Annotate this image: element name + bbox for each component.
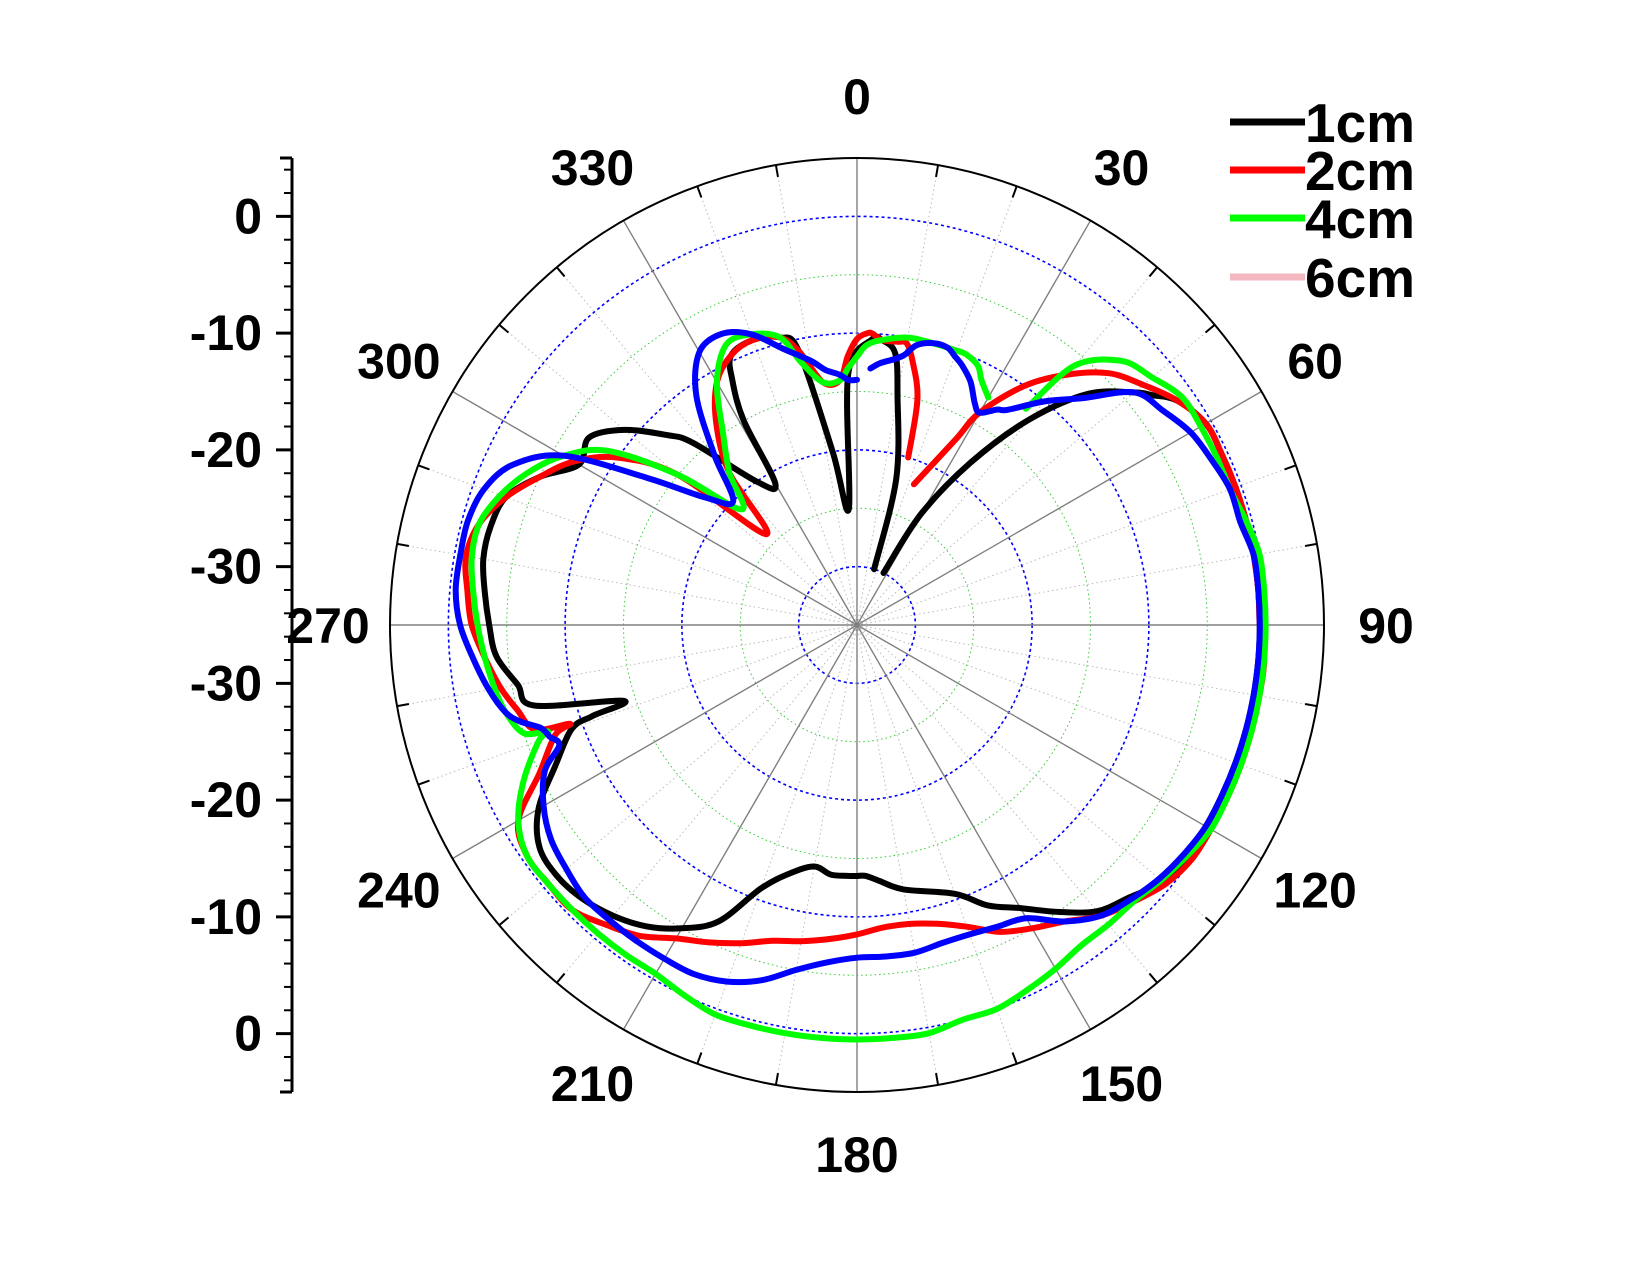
- angular-tick: [1204, 324, 1216, 334]
- radial-axis: 0 -10 -20 -30 -30 -20 -10 0: [190, 156, 294, 1094]
- minor-spoke: [397, 624, 858, 707]
- angle-tick-label: 300: [357, 334, 440, 390]
- legend-label: 1cm: [1305, 92, 1415, 154]
- major-spoke: [856, 390, 1262, 626]
- angular-tick: [1284, 779, 1297, 786]
- radial-tick-label: -30: [190, 539, 262, 595]
- angular-tick: [1148, 266, 1158, 278]
- angular-tick: [1204, 916, 1216, 926]
- radial-tick-label: -10: [190, 889, 262, 945]
- angle-tick-label: 90: [1358, 598, 1414, 654]
- angular-tick: [556, 266, 566, 278]
- minor-spoke: [856, 464, 1297, 626]
- angular-tick: [1284, 464, 1297, 471]
- polar-grid: [389, 157, 1325, 1093]
- minor-spoke: [775, 165, 858, 626]
- angular-tick: [498, 916, 510, 926]
- minor-spoke: [498, 624, 858, 926]
- minor-spoke: [498, 324, 858, 626]
- minor-spoke: [856, 624, 1297, 786]
- radial-tick-label: -10: [190, 305, 262, 361]
- angular-tick: [556, 972, 566, 984]
- angular-tick: [696, 185, 703, 198]
- minor-spoke: [856, 165, 939, 626]
- minor-spoke: [856, 266, 1158, 626]
- angular-tick: [417, 464, 430, 471]
- angle-tick-label: 0: [843, 69, 871, 125]
- angle-tick-label: 240: [357, 863, 440, 919]
- minor-spoke: [556, 266, 858, 626]
- series-line-4cm: [468, 330, 1269, 1043]
- major-spoke: [452, 390, 858, 626]
- minor-spoke: [696, 185, 858, 626]
- angular-tick: [1304, 703, 1318, 708]
- minor-spoke: [417, 624, 858, 786]
- minor-spoke: [856, 543, 1317, 626]
- radial-tick-label: -20: [190, 422, 262, 478]
- minor-spoke: [775, 624, 858, 1085]
- series-line-6cm: [452, 329, 1263, 986]
- angle-tick-label: 150: [1080, 1056, 1163, 1112]
- minor-spoke: [417, 464, 858, 626]
- angular-tick: [1011, 1052, 1018, 1065]
- angular-tick: [1304, 542, 1318, 547]
- radial-tick-label: 0: [234, 1006, 262, 1062]
- series-lines: [452, 329, 1269, 1043]
- radial-tick-label: -30: [190, 655, 262, 711]
- minor-spoke: [856, 624, 1216, 926]
- minor-spoke: [397, 543, 858, 626]
- major-spoke: [856, 624, 1262, 860]
- minor-spoke: [556, 624, 858, 984]
- angular-tick: [396, 542, 410, 547]
- angular-tick: [498, 324, 510, 334]
- angular-tick: [1011, 185, 1018, 198]
- angular-tick: [774, 164, 779, 178]
- radial-tick-label: 0: [234, 188, 262, 244]
- angle-tick-label: 270: [286, 598, 369, 654]
- major-spoke: [622, 624, 858, 1030]
- minor-spoke: [856, 624, 1158, 984]
- angular-tick-labels: 0 30 60 90 120 150 180 210 240 270 300 330: [286, 69, 1414, 1183]
- angle-tick-label: 60: [1287, 334, 1343, 390]
- minor-spoke: [856, 624, 939, 1085]
- angle-tick-label: 330: [551, 140, 634, 196]
- major-spoke: [856, 624, 1092, 1030]
- legend-label: 6cm: [1305, 247, 1415, 309]
- angle-tick-label: 180: [815, 1127, 898, 1183]
- angular-tick: [935, 164, 940, 178]
- minor-spoke: [856, 624, 1317, 707]
- legend-label: 4cm: [1305, 188, 1415, 250]
- angular-tick: [1148, 972, 1158, 984]
- minor-spoke: [856, 624, 1018, 1065]
- legend-label: 2cm: [1305, 140, 1415, 202]
- angular-tick: [396, 703, 410, 708]
- minor-spoke: [856, 324, 1216, 626]
- angular-tick: [696, 1052, 703, 1065]
- angle-tick-label: 210: [551, 1056, 634, 1112]
- minor-spoke: [856, 185, 1018, 626]
- angular-tick: [935, 1072, 940, 1086]
- angular-tick: [417, 779, 430, 786]
- major-spoke: [452, 624, 858, 860]
- angular-tick: [774, 1072, 779, 1086]
- outer-circle: [389, 157, 1325, 1093]
- angle-tick-label: 120: [1273, 863, 1356, 919]
- angle-tick-label: 30: [1094, 140, 1150, 196]
- minor-spoke: [696, 624, 858, 1065]
- radial-tick-label: -20: [190, 772, 262, 828]
- major-spoke: [622, 220, 858, 626]
